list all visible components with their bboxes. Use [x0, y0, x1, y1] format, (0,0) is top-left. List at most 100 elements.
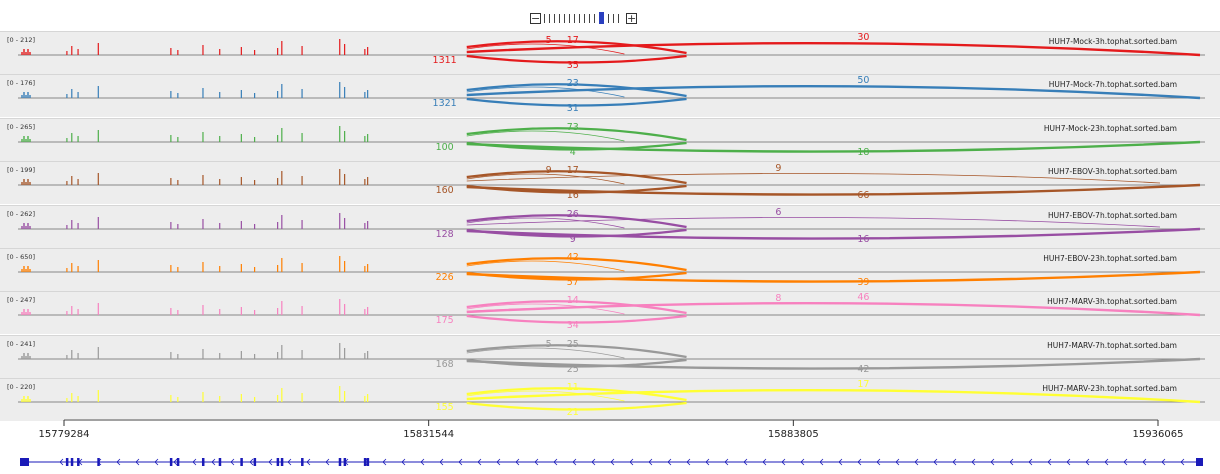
junction-count: 5	[546, 339, 552, 350]
alignment-track[interactable]: [0 - 265] HUH7-Mock-23h.tophat.sorted.bam…	[0, 118, 1220, 161]
junction-count: 1321	[433, 98, 457, 109]
zoom-tick[interactable]	[544, 14, 545, 23]
ruler-tick-label: 15936065	[1133, 429, 1184, 440]
junction-count: 11	[567, 382, 579, 393]
ruler-axis	[0, 418, 1220, 446]
junction-count: 8	[775, 293, 781, 304]
ruler-tick-label: 15831544	[403, 429, 454, 440]
junction-count: 175	[436, 315, 454, 326]
zoom-tick[interactable]	[579, 14, 580, 23]
zoom-widget[interactable]: − +	[530, 11, 637, 25]
junction-count: 17	[567, 35, 579, 46]
junction-count: 226	[436, 272, 454, 283]
alignment-track[interactable]: [0 - 199] HUH7-EBOV-3h.tophat.sorted.bam 1…	[0, 161, 1220, 204]
zoom-tick[interactable]	[564, 14, 565, 23]
junction-count: 30	[857, 32, 869, 43]
junction-arc	[467, 261, 625, 271]
alignment-track[interactable]: [0 - 650] HUH7-EBOV-23h.tophat.sorted.bam…	[0, 248, 1220, 291]
junction-count: 1311	[433, 55, 457, 66]
zoom-tick[interactable]	[608, 14, 609, 23]
junction-count: 34	[567, 320, 579, 331]
junction-count: 128	[436, 229, 454, 240]
gene-exon	[301, 458, 304, 466]
gene-exon	[66, 458, 69, 466]
zoom-tick[interactable]	[613, 14, 614, 23]
zoom-handle[interactable]	[599, 12, 604, 24]
junction-count: 100	[436, 142, 454, 153]
gene-exon	[202, 458, 205, 466]
zoom-tick[interactable]	[594, 14, 595, 23]
junction-count: 9	[546, 165, 552, 176]
gene-exon	[20, 458, 29, 466]
zoom-tick[interactable]	[618, 14, 619, 23]
gene-model	[0, 452, 1220, 472]
junction-count: 50	[857, 75, 869, 86]
zoom-tick[interactable]	[569, 14, 570, 23]
gene-exon	[177, 458, 180, 466]
junction-count: 31	[567, 103, 579, 114]
alignment-track[interactable]: [0 - 241] HUH7-MARV-7h.tophat.sorted.bam 2…	[0, 335, 1220, 378]
gene-exon	[219, 458, 222, 466]
junction-arc	[467, 131, 625, 141]
junction-count: 23	[567, 78, 579, 89]
gene-exon	[240, 458, 243, 466]
junction-count: 57	[567, 277, 579, 288]
zoom-in-button[interactable]: +	[626, 13, 637, 24]
junction-count: 42	[857, 364, 869, 375]
genome-ruler: 15779284 15831544 15883805 15936065	[0, 418, 1220, 446]
gene-exon	[71, 458, 74, 466]
gene-exon	[281, 458, 284, 466]
track-plot: 23 31 50 1321	[0, 75, 1220, 118]
alignment-track[interactable]: [0 - 176] HUH7-Mock-7h.tophat.sorted.bam 2…	[0, 74, 1220, 117]
track-plot: 17 16 66 160 9 9	[0, 162, 1220, 205]
zoom-out-button[interactable]: −	[530, 13, 541, 24]
gene-track[interactable]	[0, 452, 1220, 472]
alignment-track[interactable]: [0 - 262] HUH7-EBOV-7h.tophat.sorted.bam 2…	[0, 205, 1220, 248]
zoom-tick[interactable]	[559, 14, 560, 23]
track-plot: 14 34 46 175 8	[0, 292, 1220, 335]
junction-count: 16	[857, 234, 869, 245]
junction-count: 16	[567, 190, 579, 201]
junction-count: 5	[546, 35, 552, 46]
junction-count: 6	[775, 207, 781, 218]
zoom-tick[interactable]	[589, 14, 590, 23]
track-plot: 11 21 17 155	[0, 379, 1220, 422]
junction-arc	[467, 218, 625, 228]
ruler-tick-label: 15883805	[768, 429, 819, 440]
zoom-tick[interactable]	[574, 14, 575, 23]
gene-exon	[339, 458, 342, 466]
junction-count: 168	[436, 359, 454, 370]
gene-exon	[1196, 458, 1203, 466]
zoom-tick[interactable]	[549, 14, 550, 23]
alignment-track[interactable]: [0 - 247] HUH7-MARV-3h.tophat.sorted.bam 1…	[0, 291, 1220, 334]
junction-count: 160	[436, 185, 454, 196]
zoom-tick[interactable]	[584, 14, 585, 23]
junction-count: 9	[775, 163, 781, 174]
alignment-track[interactable]: [0 - 220] HUH7-MARV-23h.tophat.sorted.bam…	[0, 378, 1220, 421]
junction-count: 4	[570, 147, 576, 158]
track-plot: 42 57 39 226	[0, 249, 1220, 292]
junction-count: 35	[567, 60, 579, 71]
junction-count: 14	[567, 295, 579, 306]
zoom-tick[interactable]	[554, 14, 555, 23]
junction-count: 18	[857, 147, 869, 158]
junction-count: 39	[857, 277, 869, 288]
gene-exon	[254, 458, 257, 466]
track-plot: 73 4 18 100	[0, 119, 1220, 162]
ruler-tick-label: 15779284	[39, 429, 90, 440]
junction-count: 21	[567, 407, 579, 418]
track-plot: 25 25 42 168 5	[0, 336, 1220, 379]
junction-count: 26	[567, 209, 579, 220]
alignment-track[interactable]: [0 - 212] HUH7-Mock-3h.tophat.sorted.bam 1…	[0, 31, 1220, 74]
junction-count: 46	[857, 292, 869, 303]
zoom-slider[interactable]	[544, 12, 623, 24]
gene-exon	[277, 458, 280, 466]
junction-count: 42	[567, 252, 579, 263]
track-plot: 17 35 30 1311 5	[0, 32, 1220, 75]
junction-count: 73	[567, 122, 579, 133]
junction-count: 155	[436, 402, 454, 413]
gene-exon	[170, 458, 173, 466]
junction-count: 9	[570, 234, 576, 245]
junction-count: 25	[567, 339, 579, 350]
junction-count: 17	[857, 379, 869, 390]
